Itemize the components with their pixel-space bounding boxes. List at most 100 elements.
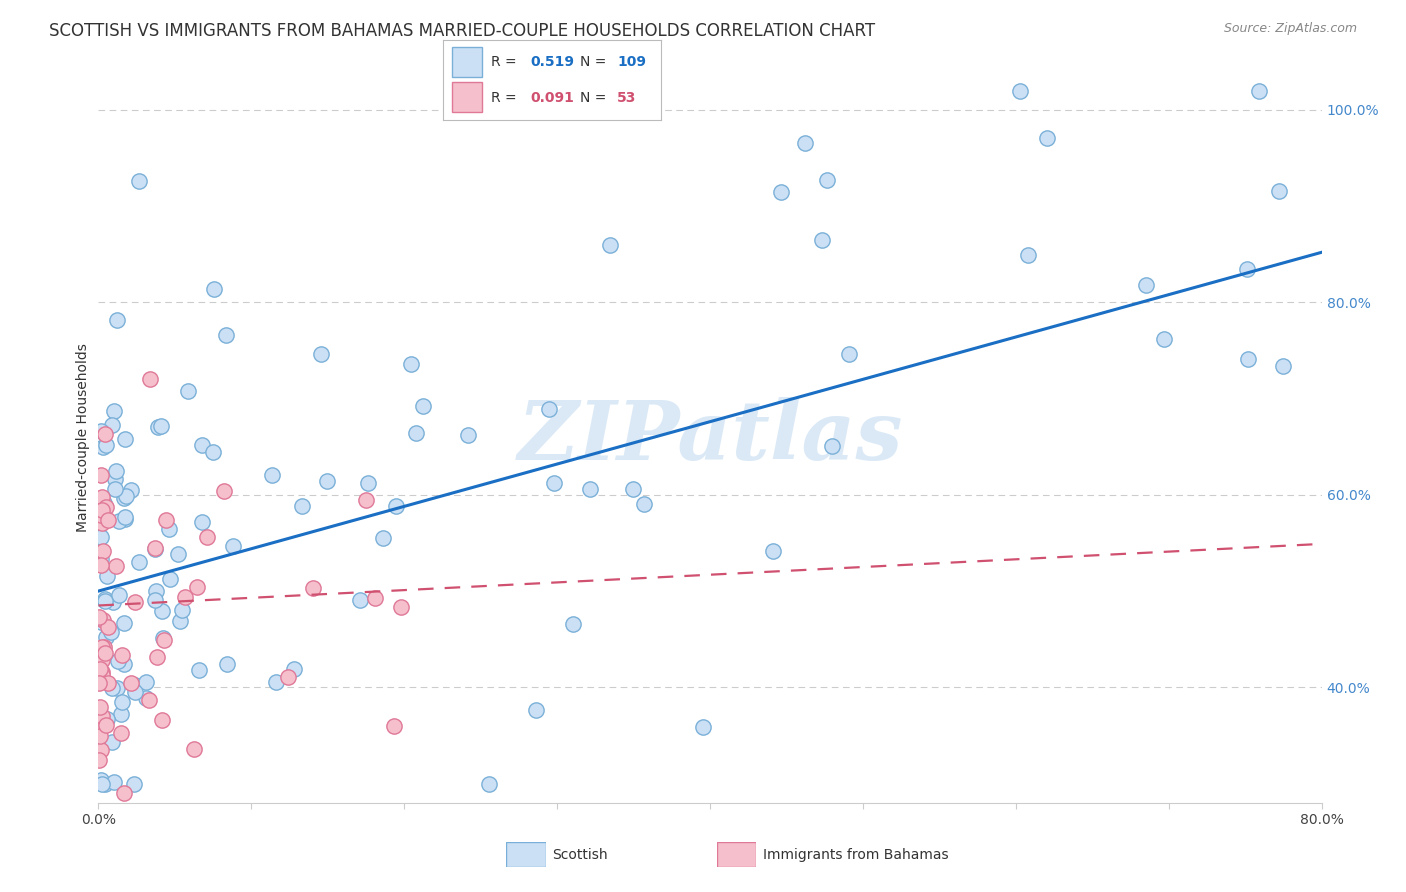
Point xyxy=(543,476,565,491)
Point xyxy=(94,646,117,660)
Point xyxy=(150,713,173,727)
Point xyxy=(122,776,145,790)
Point xyxy=(94,630,117,644)
Point xyxy=(135,674,157,689)
Point xyxy=(301,581,323,595)
Text: Source: ZipAtlas.com: Source: ZipAtlas.com xyxy=(1223,22,1357,36)
Point xyxy=(152,632,174,646)
Point xyxy=(108,515,131,529)
Point xyxy=(357,475,380,490)
Point xyxy=(97,620,120,634)
Point xyxy=(150,604,173,618)
Text: R =: R = xyxy=(491,54,516,69)
Point xyxy=(96,712,118,726)
Point xyxy=(157,522,180,536)
Point xyxy=(405,426,427,441)
Point xyxy=(111,695,134,709)
Point xyxy=(195,530,218,544)
Point xyxy=(105,312,128,326)
Point xyxy=(112,615,135,630)
Point xyxy=(89,662,111,676)
Point xyxy=(191,438,214,452)
Point xyxy=(1271,359,1294,373)
Point xyxy=(215,327,238,342)
Point xyxy=(93,496,115,510)
Point xyxy=(354,492,377,507)
Point xyxy=(101,681,124,695)
Point xyxy=(104,559,127,574)
Point xyxy=(91,516,114,531)
Text: Scottish: Scottish xyxy=(553,847,609,862)
Text: Immigrants from Bahamas: Immigrants from Bahamas xyxy=(763,847,949,862)
Point xyxy=(821,439,844,453)
Point xyxy=(94,776,117,790)
Point xyxy=(633,497,655,511)
Point xyxy=(94,594,117,608)
Point xyxy=(91,665,114,680)
Text: 0.519: 0.519 xyxy=(530,54,574,69)
Point xyxy=(89,610,111,624)
Point xyxy=(260,467,283,482)
Point xyxy=(810,233,832,247)
Point xyxy=(103,482,125,496)
Text: R =: R = xyxy=(491,91,516,105)
Point xyxy=(143,541,166,556)
Point xyxy=(183,742,205,756)
Point xyxy=(222,539,245,553)
Text: 109: 109 xyxy=(617,54,647,69)
Point xyxy=(90,503,112,517)
Point xyxy=(96,717,118,731)
Bar xyxy=(451,46,482,77)
Point xyxy=(110,706,132,721)
Point xyxy=(283,662,305,676)
Point xyxy=(90,552,112,566)
Point xyxy=(1268,184,1291,198)
Point xyxy=(90,508,112,522)
Point xyxy=(91,543,114,558)
Point xyxy=(264,675,287,690)
Point xyxy=(120,483,142,498)
Point xyxy=(91,640,114,655)
Point xyxy=(217,657,239,671)
Text: N =: N = xyxy=(581,54,606,69)
Point xyxy=(112,657,135,672)
Point xyxy=(94,427,117,442)
Point xyxy=(399,357,422,371)
Point xyxy=(277,670,299,684)
Point xyxy=(124,595,146,609)
Point xyxy=(148,419,170,434)
Point xyxy=(96,569,118,583)
Point xyxy=(90,773,112,788)
Point xyxy=(90,530,112,544)
Point xyxy=(91,613,114,627)
Point xyxy=(90,615,112,629)
Point xyxy=(104,472,127,486)
Point xyxy=(838,347,860,361)
Point xyxy=(1017,248,1039,262)
Point xyxy=(145,649,167,664)
Point xyxy=(152,633,174,648)
Point xyxy=(111,648,134,662)
Point xyxy=(103,774,125,789)
Point xyxy=(145,583,167,598)
Point xyxy=(457,428,479,442)
Point xyxy=(120,675,142,690)
Point xyxy=(91,668,114,682)
Point xyxy=(97,676,120,690)
Point xyxy=(90,709,112,723)
Point xyxy=(762,543,785,558)
Point xyxy=(107,654,129,668)
Point xyxy=(135,691,157,706)
Point xyxy=(599,238,621,252)
Point xyxy=(114,432,136,446)
Point xyxy=(201,445,224,459)
Point xyxy=(139,372,162,386)
Point xyxy=(1036,131,1059,145)
Point xyxy=(155,512,177,526)
Point xyxy=(1008,84,1031,98)
Point xyxy=(90,424,112,438)
Point xyxy=(89,699,111,714)
Point xyxy=(214,483,236,498)
Point xyxy=(170,603,193,617)
Text: ZIPatlas: ZIPatlas xyxy=(517,397,903,477)
